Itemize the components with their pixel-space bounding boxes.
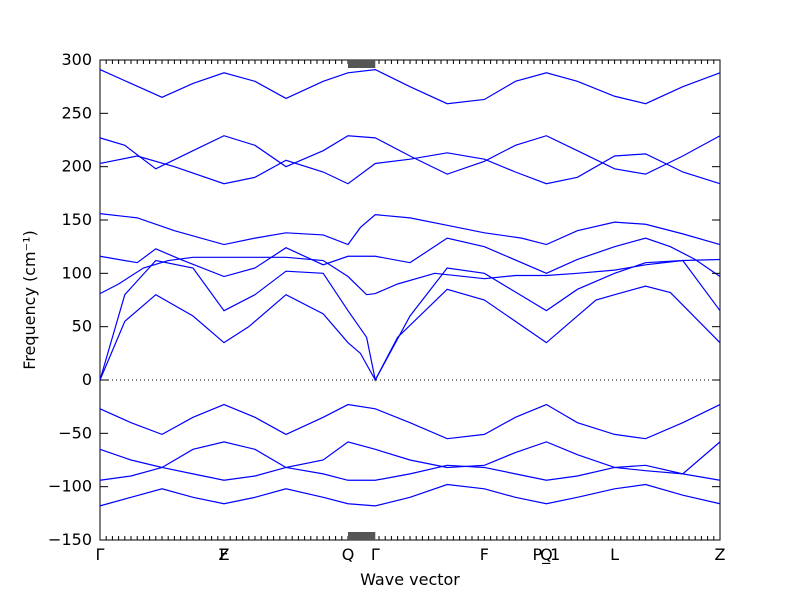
band-line-11 — [99, 464, 721, 481]
x-tick-label: Γ — [96, 545, 105, 564]
x-ticks-layer: Γ ZF Q Γ F P_1Q L Z — [96, 545, 726, 565]
band-line-5 — [99, 213, 721, 246]
band-line-2 — [99, 259, 721, 382]
y-tick-label: 150 — [61, 210, 92, 229]
y-ticks-layer: −150 −100 −50 0 50 100 150 200 250 300 — [48, 50, 720, 549]
y-axis-title: Frequency (cm⁻¹) — [20, 230, 39, 369]
band-line-4 — [99, 237, 721, 278]
x-tick-label: Z — [219, 545, 230, 564]
x-axis-title: Wave vector — [360, 570, 460, 589]
x-tick-label: F — [219, 545, 228, 564]
y-tick-label: −100 — [48, 477, 92, 496]
x-tick-label: Q — [342, 545, 355, 564]
bands-layer — [99, 68, 721, 507]
y-tick-label: 50 — [72, 317, 92, 336]
band-line-9 — [99, 403, 721, 440]
x-tick-label: F — [480, 545, 489, 564]
band-line-7 — [99, 135, 721, 175]
x-tick-label: Q — [540, 545, 553, 564]
path-segment-marker-bottom — [348, 532, 376, 540]
band-line-8 — [99, 68, 721, 105]
y-tick-label: 250 — [61, 103, 92, 122]
band-line-1 — [99, 285, 721, 382]
band-line-6 — [99, 152, 721, 185]
plot-frame — [99, 59, 721, 541]
y-tick-label: −150 — [48, 530, 92, 549]
x-tick-label: L — [610, 545, 619, 564]
path-segment-marker-top — [348, 60, 376, 68]
y-tick-label: 300 — [61, 50, 92, 69]
minor-ticks-layer — [99, 60, 721, 540]
y-tick-label: 0 — [82, 370, 92, 389]
y-tick-label: 200 — [61, 157, 92, 176]
path-markers-layer — [348, 60, 376, 540]
x-tick-label: P_1 — [532, 545, 560, 565]
x-tick-label: Γ — [371, 545, 380, 564]
band-line-10 — [99, 441, 721, 475]
y-tick-label: 100 — [61, 263, 92, 282]
band-line-12 — [99, 483, 721, 507]
x-tick-label: Z — [715, 545, 726, 564]
y-tick-label: −50 — [58, 423, 92, 442]
